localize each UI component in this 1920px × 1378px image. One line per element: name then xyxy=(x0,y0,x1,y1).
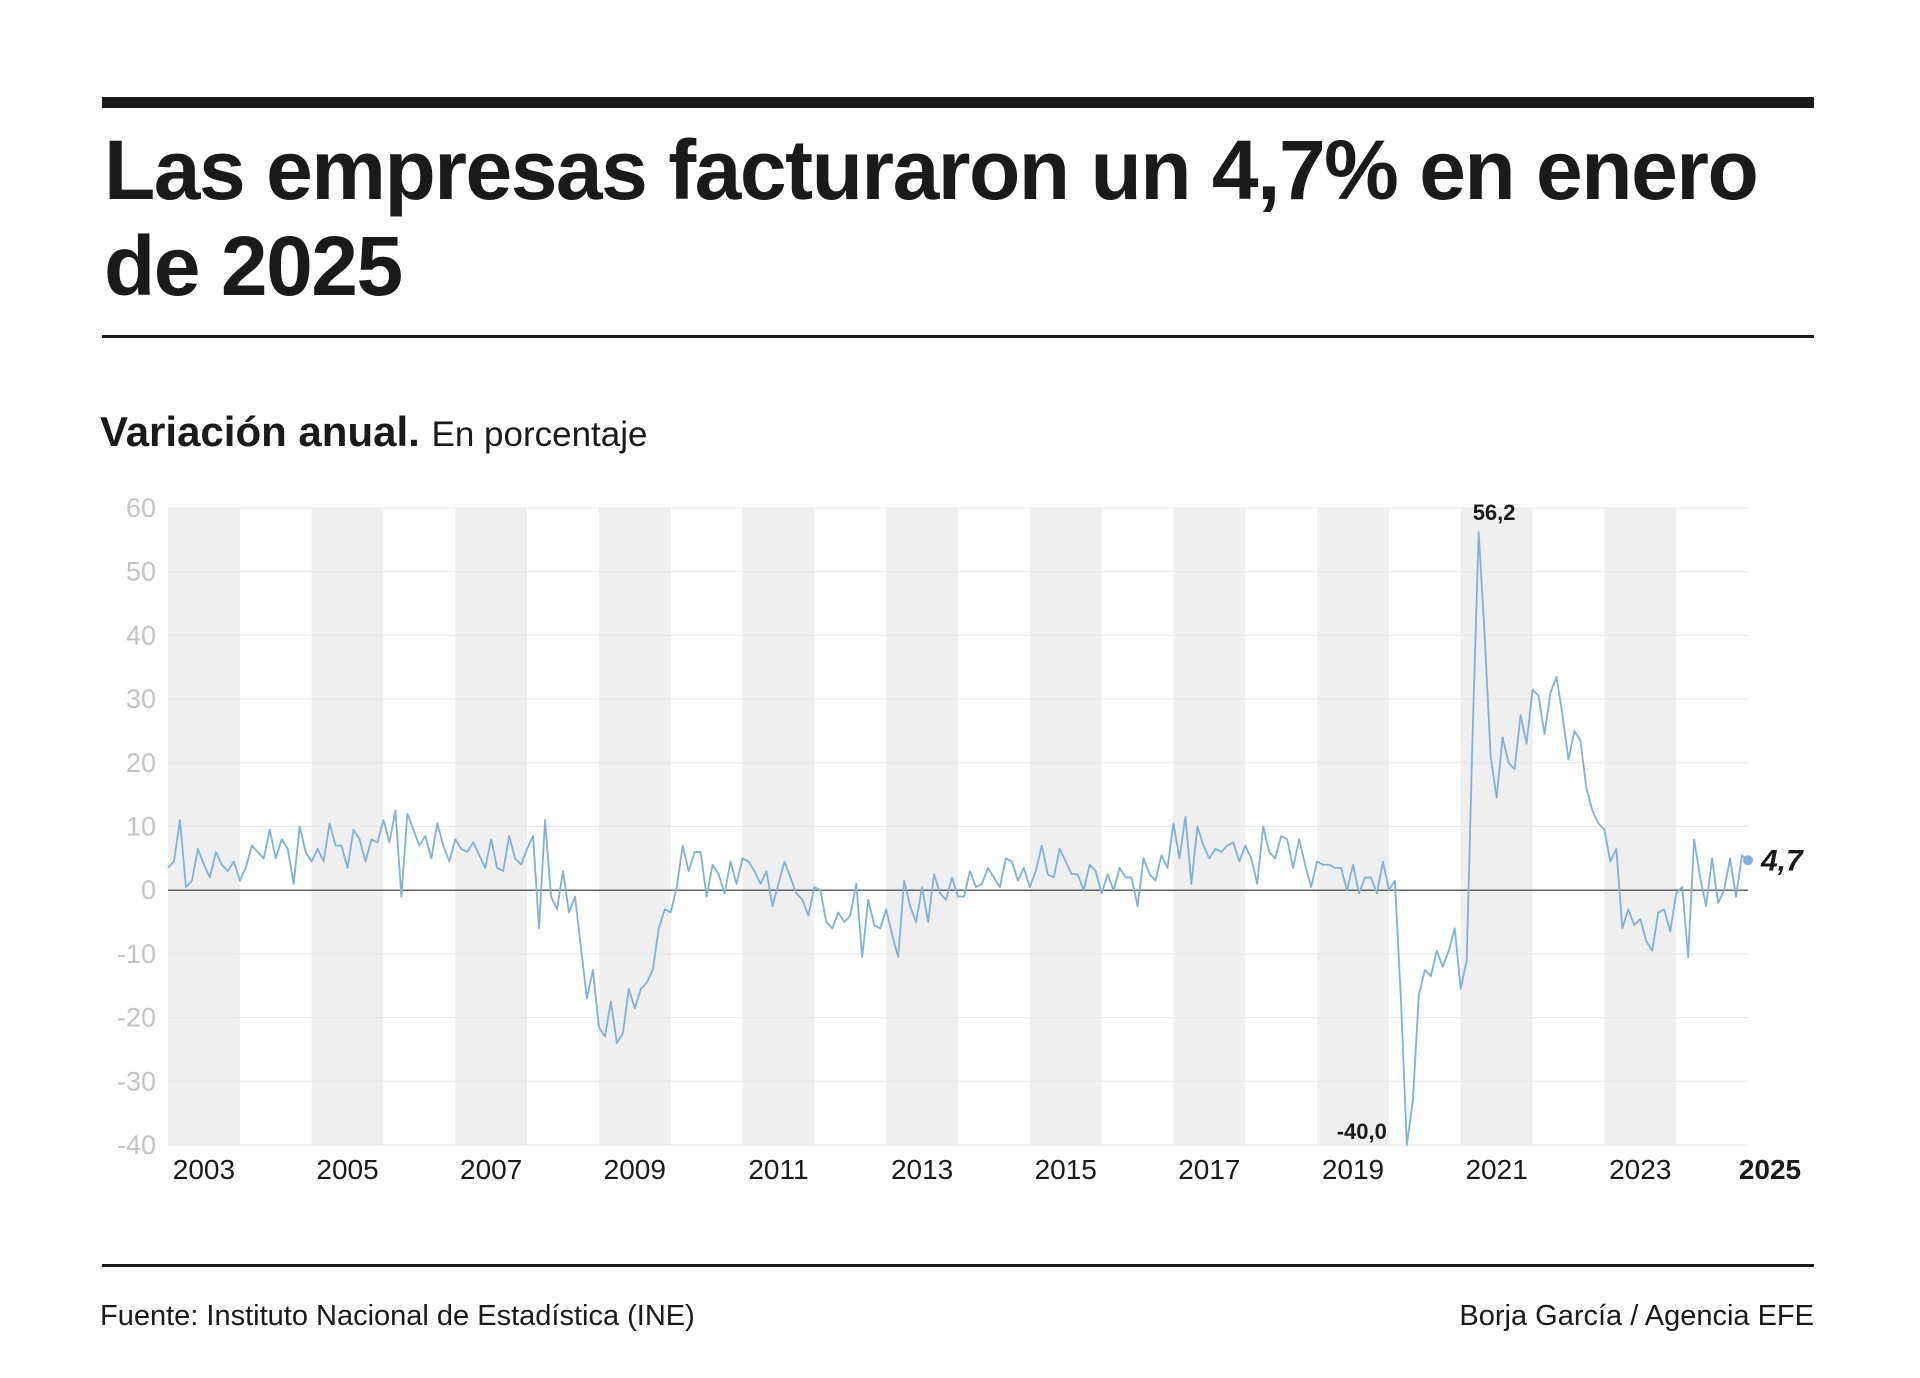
x-tick-label: 2017 xyxy=(1178,1154,1240,1185)
y-tick-label: 0 xyxy=(141,875,156,905)
y-tick-label: -30 xyxy=(117,1066,156,1096)
x-tick-label: 2015 xyxy=(1035,1154,1097,1185)
x-tick-label: 2003 xyxy=(173,1154,235,1185)
credit-note: Borja García / Agencia EFE xyxy=(1459,1300,1814,1332)
x-axis: 2003 2005 2007 2009 2011 2013 2015 2017 2019 2021… xyxy=(173,1154,1801,1185)
y-tick-label: 60 xyxy=(126,493,156,523)
annotations: 56,2 -40,0 4,7 xyxy=(1337,500,1804,1144)
x-tick-label: 2019 xyxy=(1322,1154,1384,1185)
annotation-label: -40,0 xyxy=(1337,1119,1387,1144)
annotation-label: 56,2 xyxy=(1473,500,1516,525)
subtitle-unit: En porcentaje xyxy=(431,415,648,454)
bottom-rule xyxy=(102,1264,1814,1267)
series-group xyxy=(167,531,1749,1146)
y-tick-label: 40 xyxy=(126,620,156,650)
y-tick-label: -20 xyxy=(117,1003,156,1033)
title-divider xyxy=(102,335,1814,338)
x-tick-label: 2023 xyxy=(1609,1154,1671,1185)
y-tick-label: 50 xyxy=(126,557,156,587)
top-rule xyxy=(102,97,1814,108)
x-tick-label: 2009 xyxy=(604,1154,666,1185)
year-bands xyxy=(168,508,1677,1145)
x-tick-label: 2021 xyxy=(1465,1154,1527,1185)
y-tick-label: -10 xyxy=(117,939,156,969)
y-tick-label: 30 xyxy=(126,684,156,714)
series-line-0 xyxy=(167,531,1749,1146)
source-note: Fuente: Instituto Nacional de Estadístic… xyxy=(100,1300,695,1332)
x-tick-label: 2005 xyxy=(316,1154,378,1185)
y-tick-label: -40 xyxy=(117,1130,156,1160)
chart-subtitle: Variación anual. En porcentaje xyxy=(100,407,647,460)
annotation-label: 4,7 xyxy=(1760,844,1804,877)
x-tick-label: 2011 xyxy=(748,1154,808,1185)
subtitle-main: Variación anual. xyxy=(100,408,420,455)
x-tick-label: 2025 xyxy=(1739,1154,1801,1185)
last-value-dot xyxy=(1743,855,1753,866)
y-tick-label: 10 xyxy=(126,812,156,842)
y-axis: -40 -30 -20 -10 0 10 20 30 40 50 60 xyxy=(117,493,156,1160)
x-tick-label: 2007 xyxy=(460,1154,522,1185)
x-tick-label: 2013 xyxy=(891,1154,953,1185)
chart-title: Las empresas facturaron un 4,7% en enero… xyxy=(104,123,1759,313)
y-tick-label: 20 xyxy=(126,748,156,778)
